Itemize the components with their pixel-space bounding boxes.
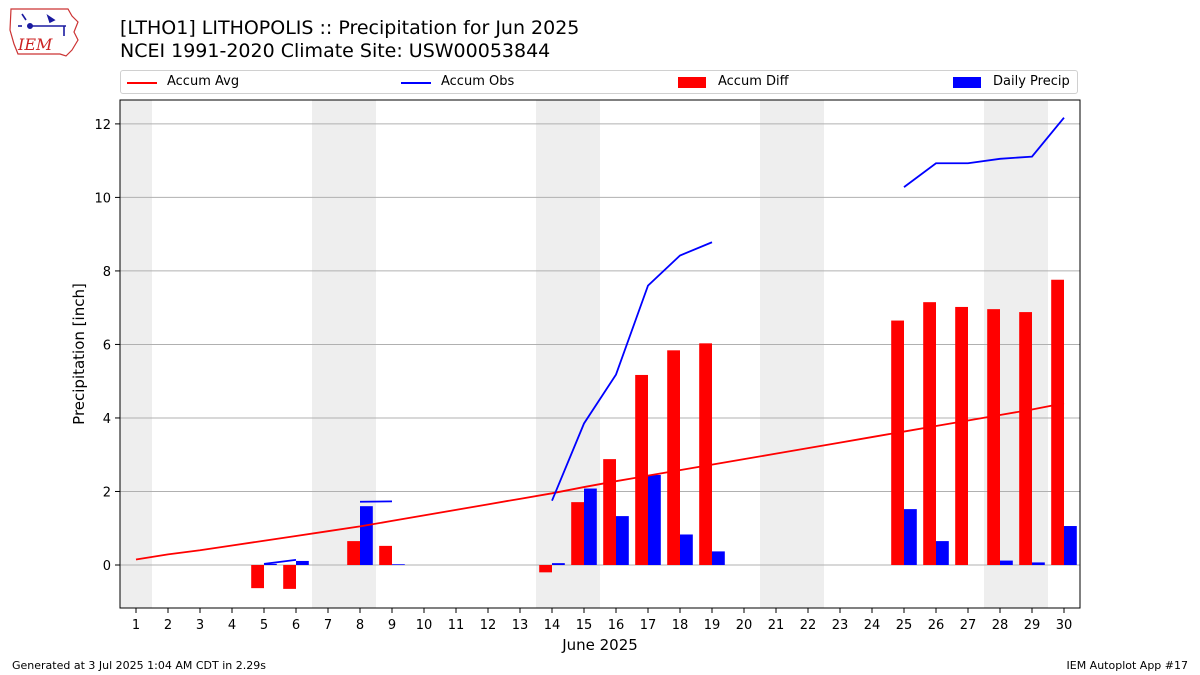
legend-label-accum-obs: Accum Obs — [441, 74, 515, 89]
x-tick-label: 18 — [672, 618, 689, 633]
weekend-band — [760, 100, 824, 608]
daily-precip-bar — [1000, 560, 1013, 565]
legend-swatch-accum-avg — [127, 82, 157, 84]
x-tick-label: 12 — [480, 618, 497, 633]
chart-subtitle: NCEI 1991-2020 Climate Site: USW00053844 — [120, 40, 551, 62]
accum-diff-bar — [1019, 312, 1032, 565]
y-tick-label: 6 — [103, 338, 111, 353]
daily-precip-bar — [296, 560, 309, 565]
x-tick-label: 1 — [132, 618, 140, 633]
accum-diff-bar — [571, 502, 584, 565]
x-tick-label: 14 — [544, 618, 561, 633]
daily-precip-bar — [1064, 526, 1077, 565]
x-tick-label: 13 — [512, 618, 529, 633]
y-tick-label: 10 — [94, 191, 111, 206]
x-tick-label: 16 — [608, 618, 625, 633]
daily-precip-bar — [648, 474, 661, 565]
x-tick-label: 25 — [896, 618, 913, 633]
x-tick-label: 19 — [704, 618, 721, 633]
accum-diff-bar — [891, 320, 904, 565]
accum-diff-bar — [955, 306, 968, 565]
accum-avg-line — [135, 402, 1065, 561]
legend-swatch-accum-obs — [401, 82, 431, 84]
y-tick-label: 4 — [103, 412, 111, 427]
x-tick-label: 24 — [864, 618, 881, 633]
y-axis-label: Precipitation [inch] — [70, 283, 88, 425]
accum-obs-line — [903, 117, 1065, 188]
iem-logo: IEM — [9, 8, 79, 57]
x-axis-label: June 2025 — [561, 636, 638, 654]
daily-precip-bar — [936, 541, 949, 565]
x-tick-label: 7 — [324, 618, 332, 633]
accum-diff-bar — [251, 564, 264, 589]
y-tick-label: 2 — [103, 485, 111, 500]
daily-precip-bar — [552, 563, 565, 565]
state-outline-icon — [9, 8, 79, 57]
x-tick-label: 22 — [800, 618, 817, 633]
x-tick-label: 23 — [832, 618, 849, 633]
x-tick-label: 29 — [1024, 618, 1041, 633]
x-tick-label: 3 — [196, 618, 204, 633]
accum-diff-bar — [539, 564, 552, 573]
legend-item-accum-avg: Accum Avg — [127, 74, 327, 92]
legend-swatch-daily-precip — [953, 77, 981, 88]
x-tick-label: 10 — [416, 618, 433, 633]
legend-item-accum-obs: Accum Obs — [401, 74, 601, 92]
x-tick-label: 9 — [388, 618, 396, 633]
y-tick-label: 0 — [103, 559, 111, 574]
legend-label-daily-precip: Daily Precip — [993, 74, 1070, 89]
accum-obs-line — [551, 241, 713, 502]
x-tick-label: 26 — [928, 618, 945, 633]
accum-diff-bar — [635, 374, 648, 565]
legend-item-accum-diff: Accum Diff — [678, 74, 878, 92]
accum-diff-bar — [923, 302, 936, 565]
accum-diff-bar — [347, 541, 360, 565]
daily-precip-bar — [264, 563, 277, 565]
weekend-band — [120, 100, 152, 608]
weather-station-icon — [18, 13, 66, 36]
daily-precip-bar — [680, 534, 693, 565]
accum-diff-bar — [1051, 279, 1064, 565]
daily-precip-bar — [904, 509, 917, 565]
legend-item-daily-precip: Daily Precip — [953, 74, 1073, 92]
plot-frame — [119, 99, 1081, 609]
x-tick-label: 4 — [228, 618, 236, 633]
x-tick-label: 30 — [1056, 618, 1073, 633]
x-tick-label: 5 — [260, 618, 268, 633]
daily-precip-bar — [616, 516, 629, 565]
legend-label-accum-avg: Accum Avg — [167, 74, 240, 89]
x-tick-label: 20 — [736, 618, 753, 633]
x-tick-label: 17 — [640, 618, 657, 633]
x-tick-label: 11 — [448, 618, 465, 633]
y-tick-label: 8 — [103, 265, 111, 280]
chart-legend: Accum Avg Accum Obs Accum Diff Daily Pre… — [120, 70, 1078, 94]
app-label: IEM Autoplot App #17 — [1066, 659, 1189, 672]
x-tick-label: 27 — [960, 618, 977, 633]
x-tick-label: 8 — [356, 618, 364, 633]
x-tick-label: 21 — [768, 618, 785, 633]
logo-text: IEM — [17, 35, 53, 54]
legend-label-accum-diff: Accum Diff — [718, 74, 789, 89]
x-tick-label: 28 — [992, 618, 1009, 633]
daily-precip-bar — [392, 564, 405, 565]
daily-precip-bar — [1032, 562, 1045, 565]
generated-timestamp: Generated at 3 Jul 2025 1:04 AM CDT in 2… — [12, 659, 266, 672]
accum-obs-line — [263, 558, 297, 565]
accum-diff-bar — [987, 309, 1000, 565]
daily-precip-bar — [712, 551, 725, 565]
daily-precip-bar — [360, 506, 373, 565]
x-tick-label: 6 — [292, 618, 300, 633]
x-tick-label: 2 — [164, 618, 172, 633]
accum-diff-bar — [379, 545, 392, 565]
accum-diff-bar — [699, 343, 712, 565]
y-tick-label: 12 — [94, 118, 111, 133]
accum-diff-bar — [283, 564, 296, 589]
legend-swatch-accum-diff — [678, 77, 706, 88]
chart-title: [LTHO1] LITHOPOLIS :: Precipitation for … — [120, 17, 580, 39]
accum-diff-bar — [667, 350, 680, 565]
daily-precip-bar — [584, 488, 597, 565]
x-tick-label: 15 — [576, 618, 593, 633]
accum-diff-bar — [603, 459, 616, 565]
